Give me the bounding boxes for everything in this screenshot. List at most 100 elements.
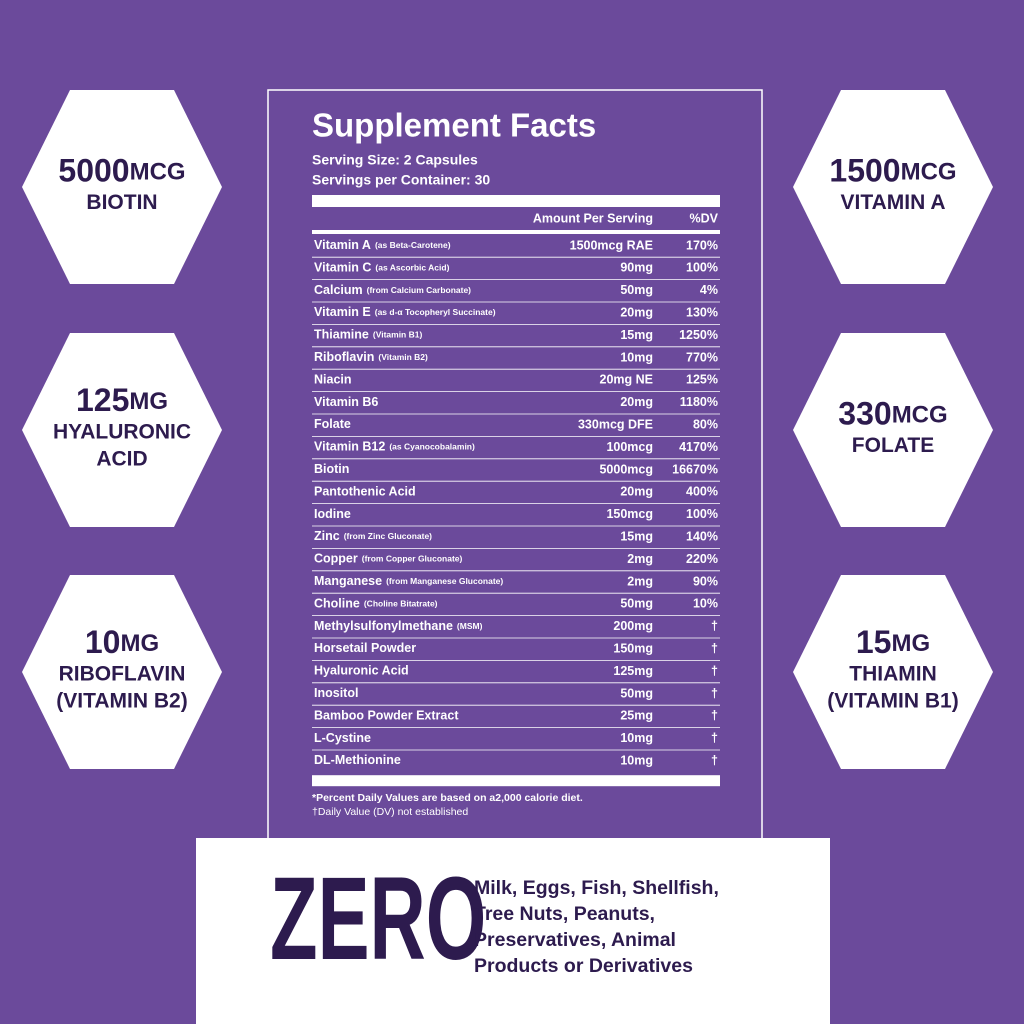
zero-list-line: Preservatives, Animal xyxy=(474,929,676,951)
badge-unit: MG xyxy=(120,630,159,657)
nutrient-dv: 100% xyxy=(686,261,718,275)
nutrient-amount: 5000mcg xyxy=(599,462,653,476)
nutrient-name: Vitamin C (as Ascorbic Acid) xyxy=(314,261,450,275)
nutrient-amount: 25mg xyxy=(620,709,653,723)
nutrient-dv: † xyxy=(711,619,718,633)
nutrient: Horsetail Powder xyxy=(314,641,416,655)
nutrient: Calcium xyxy=(314,283,363,297)
nutrient-name: Niacin xyxy=(314,373,352,387)
nutrient-name: Copper (from Copper Gluconate) xyxy=(314,552,463,566)
nutrient-dv: † xyxy=(711,641,718,655)
nutrient-dv: 90% xyxy=(693,574,718,588)
nutrient-dv: 1250% xyxy=(679,328,718,342)
nutrient-name: DL-Methionine xyxy=(314,753,401,767)
nutrient: Zinc xyxy=(314,529,340,543)
nutrient-dv: 130% xyxy=(686,305,718,319)
nutrient-name: Vitamin E (as d-α Tocopheryl Succinate) xyxy=(314,305,496,319)
nutrient-note: (as Cyanocobalamin) xyxy=(389,442,475,452)
nutrient: Hyaluronic Acid xyxy=(314,664,409,678)
nutrient-amount: 200mg xyxy=(613,619,653,633)
nutrient-dv: 170% xyxy=(686,238,718,252)
nutrient-amount: 100mcg xyxy=(606,440,653,454)
badge-hexagon xyxy=(22,333,222,527)
nutrient: Bamboo Powder Extract xyxy=(314,709,459,723)
nutrient: Niacin xyxy=(314,373,352,387)
nutrient-dv: 125% xyxy=(686,373,718,387)
nutrient-dv: 16670% xyxy=(672,462,718,476)
nutrient-note: (as d-α Tocopheryl Succinate) xyxy=(375,307,496,317)
nutrient-amount: 2mg xyxy=(627,552,653,566)
badge-label: THIAMIN xyxy=(849,663,937,686)
nutrient: Manganese xyxy=(314,574,382,588)
nutrient-amount: 15mg xyxy=(620,529,653,543)
nutrient-name: Methylsulfonylmethane (MSM) xyxy=(314,619,483,633)
facts-title: Supplement Facts xyxy=(312,107,596,144)
nutrient-dv: 140% xyxy=(686,529,718,543)
nutrient-note: (as Beta-Carotene) xyxy=(375,240,451,250)
servings-per-container: Servings per Container: 30 xyxy=(312,172,490,188)
nutrient: L-Cystine xyxy=(314,731,371,745)
nutrient-name: Manganese (from Manganese Gluconate) xyxy=(314,574,503,588)
nutrient: Biotin xyxy=(314,462,349,476)
badge-hexagon xyxy=(793,90,993,284)
nutrient-dv: 400% xyxy=(686,485,718,499)
nutrient: Vitamin A xyxy=(314,238,371,252)
nutrient-amount: 50mg xyxy=(620,686,653,700)
nutrient-amount: 15mg xyxy=(620,328,653,342)
nutrient-note: (from Copper Gluconate) xyxy=(362,554,463,564)
nutrient-dv: 1180% xyxy=(680,395,718,409)
nutrient: Folate xyxy=(314,417,351,431)
nutrient-name: Bamboo Powder Extract xyxy=(314,709,459,723)
nutrient: Vitamin E xyxy=(314,305,371,319)
footnote: *Percent Daily Values are based on a2,00… xyxy=(312,792,583,804)
badge-label: VITAMIN A xyxy=(841,191,946,214)
nutrient-name: Iodine xyxy=(314,507,351,521)
nutrient-amount: 10mg xyxy=(620,753,653,767)
badge-number: 5000 xyxy=(58,153,129,189)
badge-amount: 5000MCG xyxy=(58,153,185,189)
thick-rule xyxy=(312,775,720,787)
badge-amount: 330MCG xyxy=(838,396,947,432)
nutrient-amount: 150mcg xyxy=(606,507,653,521)
nutrient-amount: 20mg xyxy=(620,485,653,499)
badge-amount: 15MG xyxy=(856,624,930,660)
nutrient-note: (Vitamin B2) xyxy=(378,352,428,362)
badge-hexagon xyxy=(793,333,993,527)
nutrient-dv: 220% xyxy=(686,552,718,566)
nutrient-name: Choline (Choline Bitatrate) xyxy=(314,597,438,611)
thick-rule xyxy=(312,195,720,207)
nutrient: Vitamin C xyxy=(314,261,371,275)
badge-hexagon xyxy=(793,575,993,769)
badge-number: 1500 xyxy=(829,153,900,189)
nutrient: Riboflavin xyxy=(314,350,374,364)
amount-header: Amount Per Serving xyxy=(533,211,653,225)
nutrient-dv: † xyxy=(711,731,718,745)
badge-label: HYALURONIC xyxy=(53,421,191,444)
nutrient-amount: 10mg xyxy=(620,350,653,364)
badge-label: RIBOFLAVIN xyxy=(59,663,186,686)
nutrient-dv: 770% xyxy=(686,350,718,364)
nutrient-name: Riboflavin (Vitamin B2) xyxy=(314,350,428,364)
nutrient-name: Zinc (from Zinc Gluconate) xyxy=(314,529,432,543)
nutrient-note: (Choline Bitatrate) xyxy=(364,599,438,609)
nutrient: Iodine xyxy=(314,507,351,521)
badge-label: ACID xyxy=(96,448,147,471)
nutrient-amount: 20mg xyxy=(620,305,653,319)
nutrient-dv: † xyxy=(711,753,718,767)
nutrient: Inositol xyxy=(314,686,358,700)
nutrient-dv: 100% xyxy=(686,507,718,521)
badge-hexagon xyxy=(22,575,222,769)
nutrient-note: (from Manganese Gluconate) xyxy=(386,576,503,586)
medium-rule xyxy=(312,230,720,234)
nutrient-dv: † xyxy=(711,709,718,723)
nutrient-amount: 20mg NE xyxy=(600,373,654,387)
nutrient-note: (from Zinc Gluconate) xyxy=(344,531,432,541)
nutrient-dv: † xyxy=(711,686,718,700)
nutrient: DL-Methionine xyxy=(314,753,401,767)
nutrient-name: Biotin xyxy=(314,462,349,476)
nutrient-name: Inositol xyxy=(314,686,358,700)
nutrient-name: Vitamin B12 (as Cyanocobalamin) xyxy=(314,440,475,454)
facts-panel xyxy=(267,89,763,851)
